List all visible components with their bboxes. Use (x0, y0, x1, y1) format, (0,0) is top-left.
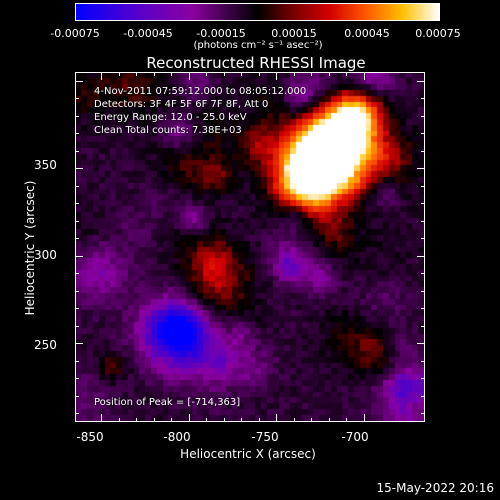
tick-mark (171, 418, 173, 422)
tick-mark (206, 418, 208, 422)
tick-mark (417, 168, 425, 170)
y-axis-label: Heliocentric Y (arcsec) (23, 180, 37, 316)
tick-mark (75, 238, 79, 240)
tick-mark (417, 343, 425, 345)
x-axis-label: Heliocentric X (arcsec) (180, 447, 316, 461)
tick-mark (75, 185, 79, 187)
tick-mark (421, 115, 425, 117)
tick-mark (293, 418, 295, 422)
tick-mark (421, 290, 425, 292)
tick-mark (328, 72, 330, 76)
tick-mark (75, 168, 83, 170)
tick-mark (75, 343, 83, 345)
tick-mark (421, 185, 425, 187)
tick-mark (75, 325, 79, 327)
peak-position-annotation: Position of Peak = [-714,363] (94, 397, 241, 408)
y-tick-label: 250 (34, 338, 57, 352)
x-tick-label: -700 (341, 430, 369, 444)
tick-mark (75, 378, 79, 380)
tick-mark (75, 413, 79, 415)
tick-mark (241, 418, 243, 422)
tick-mark (171, 72, 173, 76)
tick-mark (421, 133, 425, 135)
tick-mark (293, 72, 295, 76)
x-tick-label: -850 (76, 430, 104, 444)
tick-mark (75, 273, 79, 275)
tick-mark (421, 378, 425, 380)
date-stamp: 15-May-2022 20:16 (376, 481, 494, 495)
tick-mark (75, 133, 79, 135)
tick-mark (75, 395, 79, 397)
tick-mark (417, 80, 425, 82)
tick-mark (421, 203, 425, 205)
tick-mark (75, 255, 83, 257)
tick-mark (118, 418, 120, 422)
tick-mark (346, 72, 348, 76)
colorbar-tick-label: -0.00015 (196, 27, 246, 40)
detectors-annotation: Detectors: 3F 4F 5F 6F 7F 8F, Att 0 (94, 99, 269, 110)
energy-range-annotation: Energy Range: 12.0 - 25.0 keV (94, 112, 247, 123)
tick-mark (136, 72, 138, 76)
tick-mark (421, 273, 425, 275)
tick-mark (276, 414, 278, 422)
y-tick-label: 350 (34, 158, 57, 172)
x-tick-label: -750 (251, 430, 279, 444)
colorbar (75, 3, 440, 21)
tick-mark (421, 360, 425, 362)
tick-mark (101, 414, 103, 422)
x-tick-label: -800 (163, 430, 191, 444)
colorbar-tick-label: -0.00075 (50, 27, 100, 40)
tick-mark (311, 72, 313, 76)
tick-mark (328, 418, 330, 422)
tick-mark (153, 72, 155, 76)
tick-mark (75, 203, 79, 205)
tick-mark (421, 413, 425, 415)
colorbar-units: (photons cm⁻² s⁻¹ asec⁻²) (193, 40, 323, 51)
colorbar-tick-label: 0.00015 (271, 27, 317, 40)
colorbar-tick-label: 0.00075 (415, 27, 461, 40)
tick-mark (258, 72, 260, 76)
clean-counts-annotation: Clean Total counts: 7.38E+03 (94, 125, 242, 136)
tick-mark (206, 72, 208, 76)
tick-mark (188, 414, 190, 422)
colorbar-tick-label: 0.00045 (344, 27, 390, 40)
tick-mark (75, 308, 79, 310)
tick-mark (346, 418, 348, 422)
tick-mark (417, 255, 425, 257)
tick-mark (258, 418, 260, 422)
tick-mark (363, 72, 365, 80)
tick-mark (75, 360, 79, 362)
tick-mark (421, 98, 425, 100)
tick-mark (421, 395, 425, 397)
y-tick-label: 300 (34, 248, 57, 262)
tick-mark (241, 72, 243, 76)
tick-mark (421, 150, 425, 152)
tick-mark (188, 72, 190, 80)
image-title: Reconstructed RHESSI Image (146, 54, 366, 72)
tick-mark (421, 308, 425, 310)
tick-mark (75, 115, 79, 117)
tick-mark (75, 290, 79, 292)
tick-mark (75, 98, 79, 100)
tick-mark (136, 418, 138, 422)
image-plot: 4-Nov-2011 07:59:12.000 to 08:05:12.000 … (75, 72, 425, 422)
colorbar-tick-label: -0.00045 (123, 27, 173, 40)
tick-mark (75, 220, 79, 222)
tick-mark (75, 150, 79, 152)
tick-mark (223, 418, 225, 422)
rhessi-image-map (76, 73, 424, 421)
tick-mark (421, 238, 425, 240)
tick-mark (75, 80, 83, 82)
tick-mark (118, 72, 120, 76)
tick-mark (223, 72, 225, 76)
tick-mark (363, 414, 365, 422)
tick-mark (311, 418, 313, 422)
time-range-annotation: 4-Nov-2011 07:59:12.000 to 08:05:12.000 (94, 86, 307, 97)
tick-mark (421, 325, 425, 327)
tick-mark (421, 220, 425, 222)
tick-mark (276, 72, 278, 80)
tick-mark (101, 72, 103, 80)
tick-mark (153, 418, 155, 422)
